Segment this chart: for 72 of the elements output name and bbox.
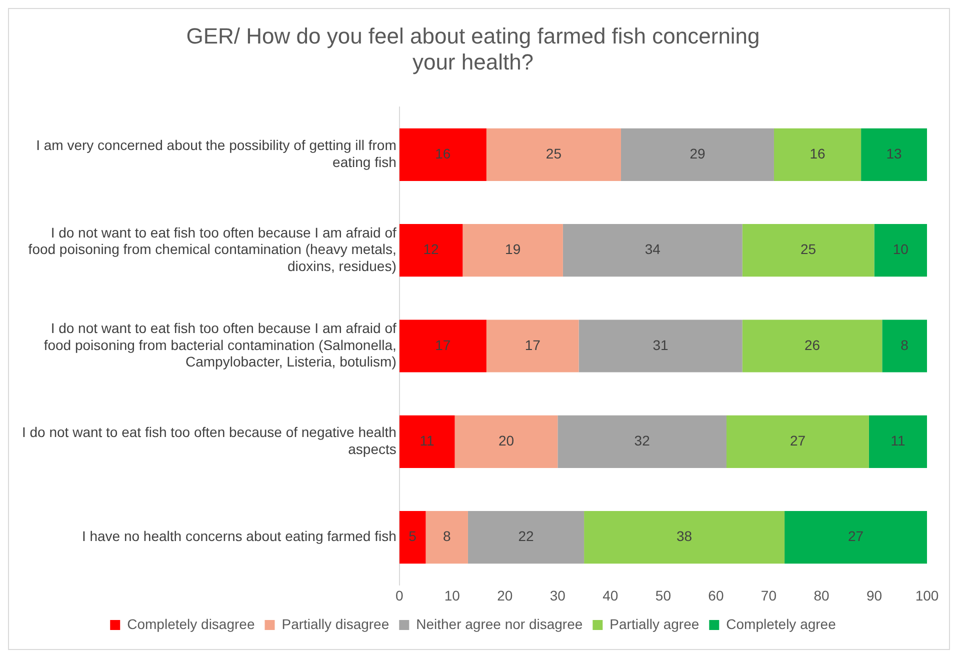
data-label: 17	[524, 336, 541, 353]
data-label: 19	[505, 241, 521, 258]
data-label: 38	[676, 528, 692, 544]
data-label: 13	[886, 146, 902, 162]
x-tick-label: 0	[395, 587, 404, 604]
y-tick-label: I am very concerned about the possibility of getting ill from eating fish	[36, 137, 396, 170]
y-tick-label: I do not want to eat fish too often because I am afraid of food poisoning from chemical contamination (heavy metals, dioxins, residues)	[28, 224, 396, 274]
x-tick-label: 100	[915, 587, 939, 604]
data-label: 8	[442, 528, 451, 544]
bar	[784, 511, 927, 564]
x-tick-label: 10	[444, 587, 460, 604]
bar	[774, 128, 862, 181]
y-tick-label: I do not want to eat fish too often because of negative health aspects	[22, 424, 396, 457]
bar	[454, 415, 558, 468]
bar	[558, 415, 727, 468]
bar	[399, 320, 486, 372]
bar	[742, 224, 874, 277]
data-label: 27	[790, 432, 806, 449]
x-tick-label: 50	[655, 587, 672, 604]
bar	[399, 415, 455, 468]
data-label: 32	[634, 432, 650, 449]
data-label: 27	[848, 528, 864, 544]
data-label: 12	[423, 241, 440, 258]
x-tick-label: 60	[708, 587, 724, 604]
legend-label: Completely disagree	[127, 616, 255, 632]
x-tick-label: 40	[602, 587, 618, 604]
legend-label: Completely agree	[726, 616, 836, 632]
data-label: 29	[690, 146, 706, 162]
chart-title: GER/ How do you feel about eating farmed fish concerning your health?	[186, 23, 760, 75]
data-label: 34	[644, 241, 661, 258]
legend-label: Partially disagree	[282, 616, 390, 632]
data-label: 5	[408, 528, 417, 544]
data-label: 20	[498, 432, 514, 449]
data-label: 31	[652, 336, 669, 353]
bar	[584, 511, 785, 564]
bar	[726, 415, 869, 468]
bar	[462, 224, 563, 277]
x-tick-label: 80	[814, 587, 830, 604]
bar	[861, 128, 927, 181]
bar	[868, 415, 927, 468]
bar	[874, 224, 927, 277]
x-tick-label: 20	[497, 587, 513, 604]
x-tick-label: 90	[866, 587, 882, 604]
data-label: 11	[420, 432, 435, 449]
data-label: 22	[518, 528, 534, 544]
data-label: 10	[892, 241, 909, 258]
data-label: 26	[804, 336, 820, 353]
data-label: 11	[890, 432, 906, 449]
bar	[562, 224, 742, 277]
data-label: 17	[435, 336, 451, 353]
data-label: 16	[435, 146, 451, 162]
bar	[468, 511, 584, 564]
bar	[882, 320, 927, 372]
legend-label: Partially agree	[610, 616, 700, 632]
bar	[742, 320, 882, 372]
bar	[620, 128, 774, 181]
x-tick-label: 70	[760, 587, 777, 604]
bar	[578, 320, 742, 372]
bar	[426, 511, 468, 564]
legend-label: Neither agree nor disagree	[416, 616, 583, 632]
data-label: 25	[800, 241, 816, 258]
bar	[399, 511, 426, 564]
y-tick-label: I do not want to eat fish too often because I am afraid of food poisoning from bacterial contamination (Salmonella, Campylobacter, Listeria, botulism)	[44, 320, 396, 370]
y-tick-label: I have no health concerns about eating farmed fish	[82, 528, 396, 544]
bar	[399, 224, 463, 277]
data-label: 8	[900, 336, 909, 353]
data-label: 25	[546, 146, 562, 162]
data-label: 16	[810, 146, 826, 162]
bar	[399, 128, 486, 181]
x-tick-label: 30	[550, 587, 566, 604]
bar	[486, 128, 621, 181]
bar	[486, 320, 579, 372]
